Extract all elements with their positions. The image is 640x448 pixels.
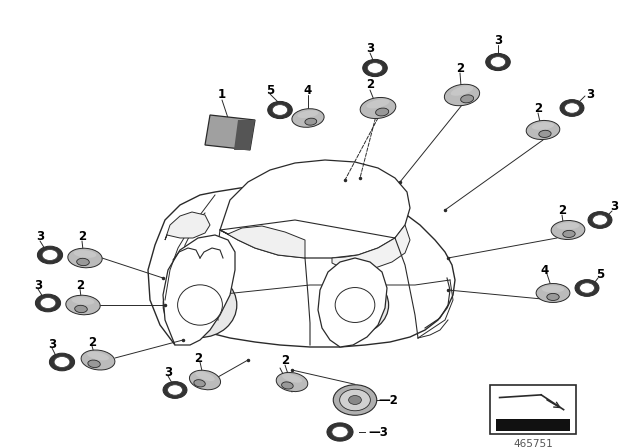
Text: 2: 2 [456,61,464,74]
Ellipse shape [332,426,348,438]
Text: 2: 2 [558,203,566,216]
Ellipse shape [541,285,564,293]
Ellipse shape [282,374,302,383]
Text: 2: 2 [194,352,202,365]
Ellipse shape [35,294,61,312]
Ellipse shape [461,95,474,103]
Ellipse shape [588,211,612,228]
Ellipse shape [54,357,70,367]
Text: 3: 3 [586,89,594,102]
Ellipse shape [178,285,223,325]
Ellipse shape [575,280,599,297]
Ellipse shape [49,353,75,371]
Text: 2: 2 [88,336,96,349]
Ellipse shape [335,288,375,323]
Ellipse shape [327,423,353,441]
Ellipse shape [593,215,607,225]
Ellipse shape [168,385,182,395]
Ellipse shape [276,372,308,392]
Polygon shape [148,183,455,347]
Ellipse shape [563,230,575,237]
Text: 2: 2 [78,231,86,244]
Ellipse shape [163,382,187,398]
Polygon shape [163,235,235,345]
Text: 1: 1 [218,89,226,102]
Ellipse shape [42,250,58,260]
Ellipse shape [526,121,560,139]
Text: 3: 3 [610,201,618,214]
Ellipse shape [451,86,473,96]
Ellipse shape [367,99,390,108]
Ellipse shape [321,276,388,334]
Ellipse shape [564,103,579,113]
Ellipse shape [77,258,90,266]
Ellipse shape [363,60,387,77]
Polygon shape [165,212,210,240]
Ellipse shape [305,118,317,125]
Ellipse shape [298,110,319,118]
Ellipse shape [282,382,293,389]
Ellipse shape [163,272,237,337]
Polygon shape [205,115,255,150]
Ellipse shape [37,246,63,264]
Ellipse shape [532,122,554,130]
Text: 2: 2 [534,102,542,115]
Ellipse shape [81,350,115,370]
Ellipse shape [268,101,292,119]
Ellipse shape [68,248,102,268]
Text: 2: 2 [366,78,374,91]
Ellipse shape [360,98,396,119]
Ellipse shape [74,250,97,258]
Text: 3: 3 [494,34,502,47]
Text: —3: —3 [368,426,388,439]
Ellipse shape [87,352,109,360]
Ellipse shape [376,108,388,116]
Text: 5: 5 [266,83,274,96]
Ellipse shape [40,297,56,309]
Polygon shape [332,225,410,270]
Ellipse shape [490,56,506,67]
Ellipse shape [88,360,100,367]
Polygon shape [220,226,305,258]
Ellipse shape [292,109,324,127]
Ellipse shape [486,53,510,71]
Polygon shape [220,160,410,258]
Ellipse shape [551,220,585,240]
Ellipse shape [560,99,584,116]
Ellipse shape [273,105,288,116]
Text: 4: 4 [541,263,549,276]
Ellipse shape [557,223,579,230]
Bar [490,385,577,434]
Text: —2: —2 [378,393,398,406]
Ellipse shape [72,297,94,305]
Ellipse shape [539,130,551,138]
Text: 5: 5 [596,268,604,281]
Ellipse shape [195,371,215,381]
Text: 3: 3 [34,279,42,292]
Text: 3: 3 [164,366,172,379]
Text: 4: 4 [304,83,312,96]
Text: 3: 3 [48,337,56,350]
Ellipse shape [536,284,570,302]
Ellipse shape [547,293,559,301]
Ellipse shape [75,306,87,313]
Ellipse shape [367,63,383,73]
Text: 2: 2 [76,279,84,292]
Text: 3: 3 [366,42,374,55]
Ellipse shape [194,379,205,387]
Ellipse shape [349,396,362,405]
Ellipse shape [66,295,100,315]
Ellipse shape [579,283,595,293]
Bar [497,419,570,431]
Ellipse shape [340,389,371,411]
Polygon shape [234,120,255,150]
Text: 465751: 465751 [513,439,553,448]
Ellipse shape [444,84,479,106]
Ellipse shape [333,385,377,415]
Ellipse shape [189,370,221,390]
Text: 2: 2 [281,353,289,366]
Text: 3: 3 [36,231,44,244]
Polygon shape [318,258,387,347]
